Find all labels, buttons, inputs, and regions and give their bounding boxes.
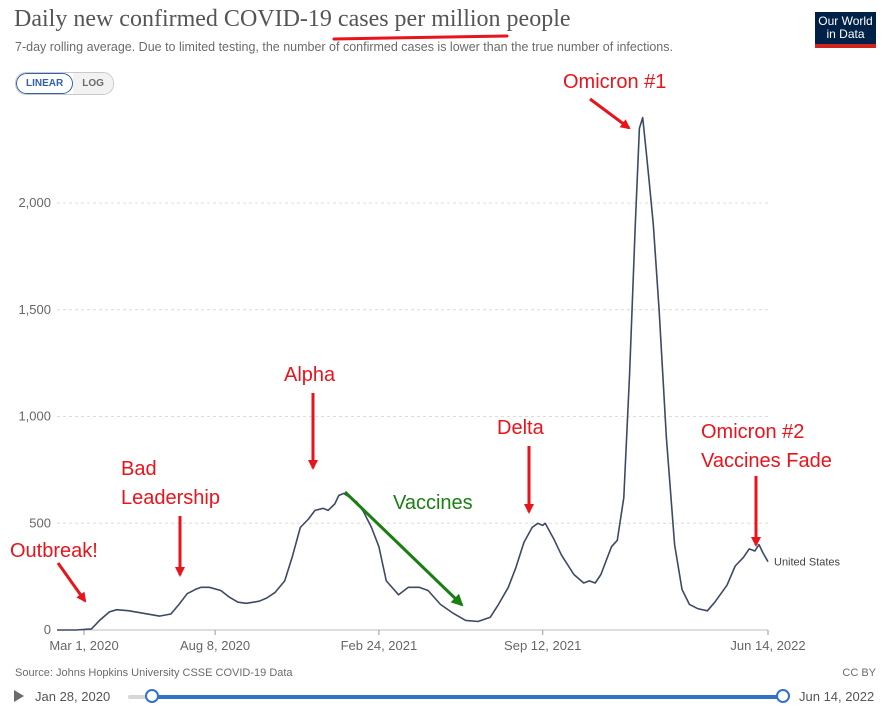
play-icon[interactable] (14, 690, 24, 702)
y-tick-label: 0 (44, 622, 51, 637)
arrow-outbreak (56, 562, 87, 603)
series-line-united-states (57, 116, 769, 631)
y-tick-label: 2,000 (18, 195, 51, 210)
linear-scale-button[interactable]: LINEAR (16, 73, 74, 94)
annotation-omicron-1: Omicron #1 (563, 71, 666, 93)
arrow-vaccines (343, 490, 464, 607)
timeline-start-label: Jan 28, 2020 (35, 689, 111, 704)
x-tick-label: Feb 24, 2021 (341, 638, 418, 653)
source-note: Source: Johns Hopkins University CSSE CO… (15, 667, 293, 679)
annotation-delta: Delta (497, 417, 545, 439)
scale-toggle: LINEAR LOG (15, 72, 114, 95)
annotation-vaccines: Vaccines (393, 492, 473, 514)
title-underline-annotation (332, 34, 509, 41)
logo-line-2: in Data (826, 27, 865, 41)
timeline-end-handle[interactable] (776, 689, 790, 703)
chart-subtitle: 7-day rolling average. Due to limited te… (15, 40, 673, 54)
timeline-start-handle[interactable] (145, 689, 159, 703)
chart-title: Daily new confirmed COVID-19 cases per m… (14, 6, 571, 32)
annotation-leadership: Leadership (121, 487, 220, 509)
log-scale-button[interactable]: LOG (73, 73, 113, 94)
annotation-outbreak: Outbreak! (10, 540, 98, 562)
timeline-end-label: Jun 14, 2022 (799, 689, 875, 704)
x-tick-label: Sep 12, 2021 (504, 638, 581, 653)
x-tick-label: Jun 14, 2022 (730, 638, 805, 653)
license-link[interactable]: CC BY (842, 667, 876, 679)
owid-logo[interactable]: Our World in Data (815, 12, 876, 48)
y-tick-label: 500 (29, 515, 51, 530)
logo-line-1: Our World (818, 14, 873, 28)
annotation-bad: Bad (121, 458, 157, 480)
annotation-alpha: Alpha (284, 364, 336, 386)
series-label-united-states: United States (774, 557, 841, 569)
annotation-omicron-2: Omicron #2 (701, 421, 804, 443)
x-tick-label: Aug 8, 2020 (180, 638, 250, 653)
annotation-vaccines-fade: Vaccines Fade (701, 450, 832, 472)
x-tick-label: Mar 1, 2020 (49, 638, 118, 653)
timeline-slider: Jan 28, 2020 Jun 14, 2022 (0, 684, 891, 712)
timeline-range-fill (152, 695, 783, 699)
y-tick-label: 1,500 (18, 302, 51, 317)
y-tick-label: 1,000 (18, 409, 51, 424)
arrow-omicron-1 (589, 97, 631, 130)
